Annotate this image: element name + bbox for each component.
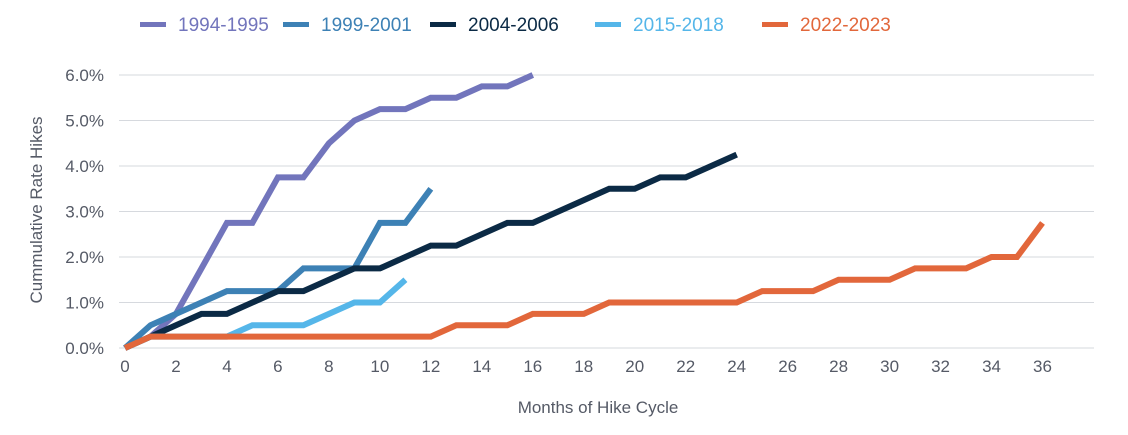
legend-label: 2015-2018 (633, 15, 724, 36)
gridlines (119, 74, 1094, 349)
series-line-2004-2006 (123, 151, 738, 351)
x-tick-label: 34 (982, 357, 1001, 376)
x-tick-label: 28 (829, 357, 848, 376)
x-tick-label: 6 (273, 357, 282, 376)
y-tick-label: 0.0% (65, 339, 104, 358)
series-line-2022-2023 (123, 221, 1045, 351)
legend-item: 2015-2018 (595, 15, 724, 36)
legend-label: 1994-1995 (178, 15, 269, 36)
y-tick-label: 4.0% (65, 157, 104, 176)
x-tick-label: 8 (324, 357, 333, 376)
legend: 1994-1995 1999-2001 2004-2006 2015-2018 2022… (140, 15, 891, 36)
x-tick-label: 0 (120, 357, 129, 376)
legend-label: 2004-2006 (468, 15, 559, 36)
x-tick-label: 36 (1033, 357, 1052, 376)
x-axis-title: Months of Hike Cycle (518, 398, 679, 417)
x-tick-label: 32 (931, 357, 950, 376)
y-tick-label: 5.0% (65, 112, 104, 131)
x-tick-label: 18 (574, 357, 593, 376)
x-tick-label: 22 (676, 357, 695, 376)
legend-swatch (283, 22, 309, 27)
y-axis-ticks: 0.0% 1.0% 2.0% 3.0% 4.0% 5.0% 6.0% (65, 66, 104, 358)
legend-item: 1999-2001 (283, 15, 412, 36)
legend-swatch (762, 22, 788, 27)
y-tick-label: 6.0% (65, 66, 104, 85)
y-tick-label: 2.0% (65, 248, 104, 267)
legend-swatch (140, 22, 166, 27)
legend-label: 2022-2023 (800, 15, 891, 36)
x-tick-label: 2 (171, 357, 180, 376)
x-tick-label: 14 (472, 357, 491, 376)
x-tick-label: 26 (778, 357, 797, 376)
x-axis-ticks: 0 2 4 6 8 10 12 14 16 18 20 22 24 26 28 30 32 34 36 (120, 357, 1052, 376)
legend-swatch (430, 22, 456, 27)
x-tick-label: 30 (880, 357, 899, 376)
series-line-1994-1995 (123, 72, 535, 351)
x-tick-label: 12 (421, 357, 440, 376)
x-tick-label: 24 (727, 357, 746, 376)
legend-item: 1994-1995 (140, 15, 269, 36)
x-tick-label: 10 (370, 357, 389, 376)
legend-swatch (595, 22, 621, 27)
x-tick-label: 4 (222, 357, 231, 376)
legend-item: 2004-2006 (430, 15, 559, 36)
x-tick-label: 20 (625, 357, 644, 376)
y-tick-label: 1.0% (65, 294, 104, 313)
y-tick-label: 3.0% (65, 203, 104, 222)
legend-label: 1999-2001 (321, 15, 412, 36)
x-tick-label: 16 (523, 357, 542, 376)
series-lines (123, 72, 1045, 351)
y-axis-title: Cummulative Rate Hikes (27, 116, 46, 303)
legend-item: 2022-2023 (762, 15, 891, 36)
